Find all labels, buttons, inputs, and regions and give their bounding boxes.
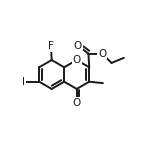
Text: I: I <box>22 77 25 87</box>
Text: O: O <box>73 55 81 65</box>
Text: O: O <box>73 41 82 51</box>
Text: O: O <box>73 98 81 108</box>
Text: O: O <box>98 48 106 59</box>
Text: F: F <box>48 41 54 51</box>
